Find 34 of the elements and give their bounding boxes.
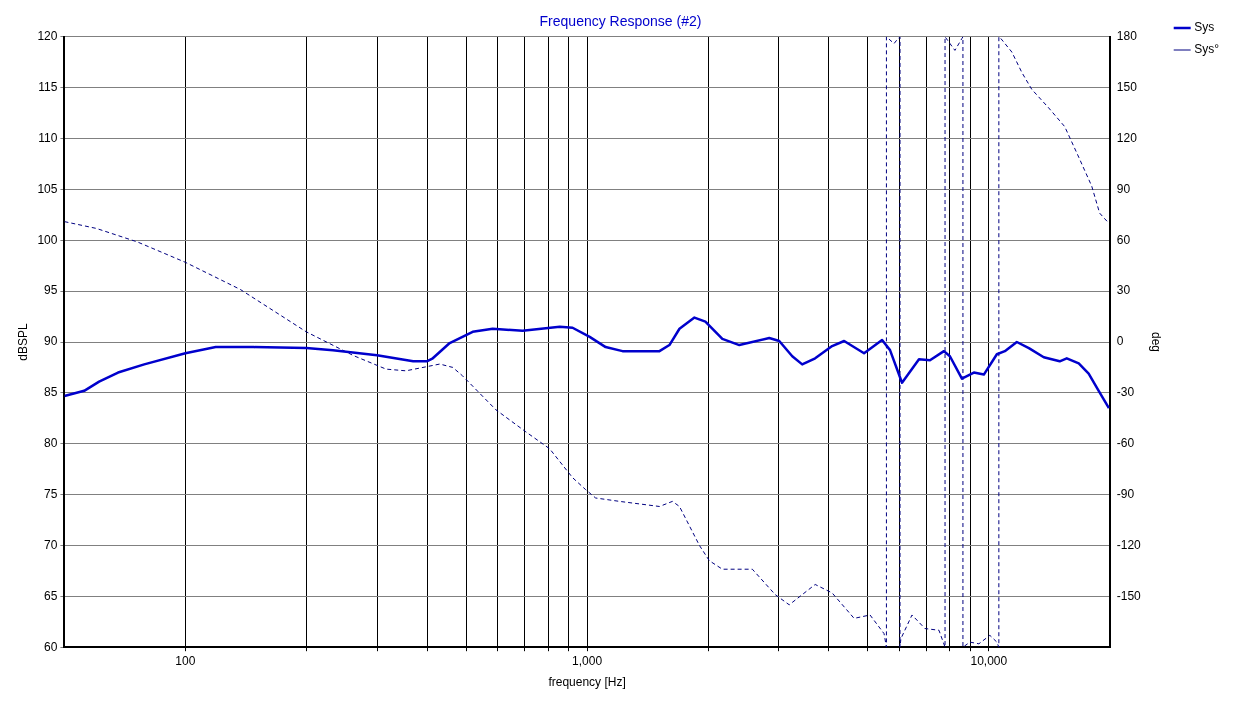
y-tick-label: 115 [38,79,58,94]
y2-tick-label: 0 [1116,334,1124,349]
y-tick-label: 120 [37,29,58,44]
y2-tick-label: -30 [1116,385,1135,400]
y2-tick-label: 30 [1116,283,1131,298]
y2-tick-label: 60 [1116,232,1131,247]
x-axis-title: frequency [Hz] [548,675,626,690]
y2-tick-label: 90 [1116,181,1131,196]
y-tick-label: 90 [44,334,58,349]
y-tick-label: 105 [37,181,58,196]
y2-tick-label: -120 [1116,537,1142,552]
y-tick-label: 110 [38,130,58,145]
y-axis-title: dBSPL [15,322,30,361]
y-tick-label: 95 [44,283,58,298]
y2-tick-label: 150 [1116,79,1138,94]
y2-axis-title: deg [1148,331,1163,353]
y-tick-label: 65 [44,588,58,603]
y-tick-label: 60 [44,639,58,654]
x-tick-label: 1,000 [572,653,603,668]
x-tick-label: 10,000 [970,653,1008,668]
chart-title: Frequency Response (#2) [539,13,702,30]
legend-label: Sys [1194,20,1215,35]
y2-tick-label: 120 [1116,130,1138,145]
y2-tick-label: -150 [1116,588,1142,603]
legend-label: Sys° [1194,42,1220,57]
y-tick-label: 75 [44,486,58,501]
y2-tick-label: 180 [1116,29,1138,44]
y2-tick-label: -60 [1116,436,1135,451]
y-tick-label: 70 [44,537,58,552]
y-tick-label: 80 [44,436,58,451]
y2-tick-label: -90 [1116,486,1135,501]
y-tick-label: 100 [37,232,58,247]
x-tick-label: 100 [175,653,196,668]
y-tick-label: 85 [44,385,58,400]
